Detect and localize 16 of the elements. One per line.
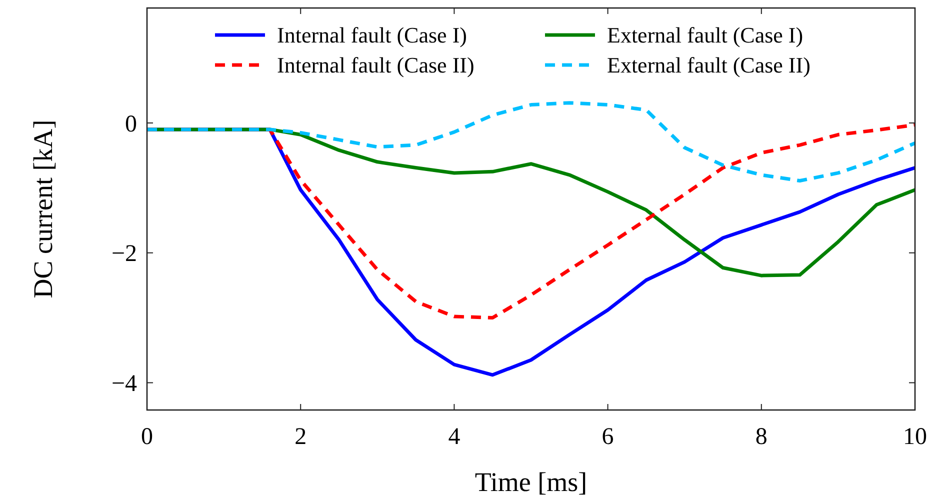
legend-label: External fault (Case I) (607, 22, 804, 48)
legend-label: External fault (Case II) (607, 52, 810, 78)
x-tick-label: 2 (294, 424, 307, 450)
x-tick-label: 4 (448, 424, 460, 450)
x-tick-label: 0 (141, 424, 153, 450)
line-series (147, 101, 915, 182)
x-axis-title: Time [ms] (474, 467, 588, 497)
y-tick-label: −2 (111, 241, 137, 268)
x-tick-label: 6 (602, 424, 614, 450)
x-tick-label: 8 (755, 424, 768, 450)
y-tick-label: 0 (125, 111, 137, 138)
legend-label: Internal fault (Case I) (277, 22, 467, 48)
x-tick-label: 10 (903, 424, 927, 450)
y-tick-label: −4 (111, 371, 137, 398)
legend-label: Internal fault (Case II) (277, 52, 474, 78)
y-axis-title: DC current [kA] (28, 120, 58, 298)
